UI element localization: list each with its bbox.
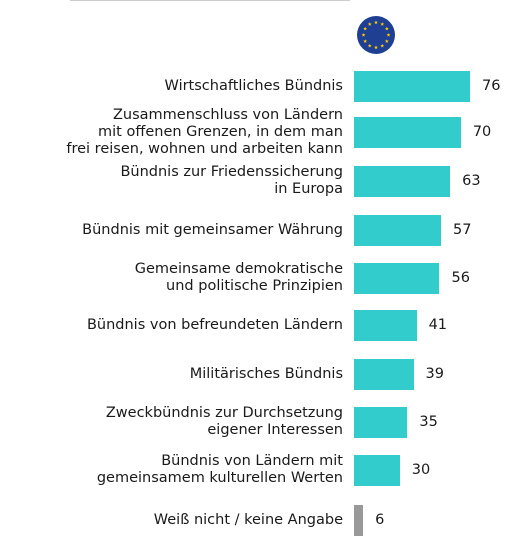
bar <box>354 116 461 148</box>
eu-star <box>361 33 366 37</box>
value-label: 76 <box>482 77 501 94</box>
category-label-line: Bündnis mit gemeinsamer Währung <box>82 221 343 238</box>
value-label: 35 <box>419 413 438 430</box>
bar <box>354 309 417 341</box>
category-label-line: Zusammenschluss von Ländern <box>112 106 343 123</box>
category-label-line: mit offenen Grenzen, in dem man <box>98 123 343 140</box>
value-label: 57 <box>453 221 472 238</box>
eu-flag-disc <box>357 16 395 54</box>
bar <box>354 262 440 294</box>
category-label-line: Bündnis von Ländern mit <box>161 453 343 469</box>
bar <box>354 70 470 102</box>
category-label: Weiß nicht / keine Angabe <box>154 512 343 529</box>
category-label: Militärisches Bündnis <box>190 366 343 383</box>
top-rule <box>70 0 350 1</box>
bar <box>354 358 414 390</box>
eu-flag-stars <box>361 20 391 50</box>
value-label: 63 <box>462 172 481 189</box>
category-label-line: Bündnis von befreundeten Ländern <box>86 316 343 333</box>
eu-star <box>380 22 385 26</box>
value-label: 56 <box>451 269 470 286</box>
bar <box>354 165 451 197</box>
value-label: 6 <box>375 511 385 528</box>
category-label: Bündnis von Ländern mit gemeinsamem kultu… <box>97 453 343 487</box>
eu-star <box>363 26 368 31</box>
value-label: 70 <box>472 123 492 140</box>
category-label-line: eigener Interessen <box>207 422 343 438</box>
category-label-line: Weiß nicht / keine Angabe <box>153 511 343 528</box>
bar <box>354 214 441 246</box>
value-label: 30 <box>411 461 431 478</box>
category-label-line: gemeinsamem kulturellen Werten <box>96 470 343 486</box>
eu-star <box>367 43 372 48</box>
eu-star <box>363 39 368 43</box>
category-label: Bündnis zur Friedenssicherung in Europa <box>120 164 343 198</box>
category-label-line: Bündnis zur Friedenssicherung <box>120 164 343 180</box>
category-label-line: und politische Prinzipien <box>166 278 343 294</box>
eu-star <box>367 22 372 26</box>
bar <box>354 406 408 438</box>
category-label: Wirtschaftliches Bündnis <box>165 78 343 95</box>
category-label-line: Gemeinsame demokratische <box>134 261 343 277</box>
eu-flag-icon <box>357 16 395 54</box>
category-label-line: Wirtschaftliches Bündnis <box>164 77 343 94</box>
category-label-line: frei reisen, wohnen und arbeiten kann <box>66 140 343 157</box>
category-label: Bündnis von befreundeten Ländern <box>87 317 343 334</box>
value-label: 41 <box>428 316 448 333</box>
eu-star <box>384 39 389 43</box>
bar <box>354 504 364 536</box>
eu-star <box>374 20 378 25</box>
category-label: Zusammenschluss von Ländern mit offenen G… <box>66 107 343 158</box>
category-label-line: Militärisches Bündnis <box>189 365 343 382</box>
eu-star <box>384 26 389 31</box>
eu-star <box>386 33 391 37</box>
value-label: 39 <box>425 365 444 382</box>
category-label-line: in Europa <box>274 181 343 197</box>
bar <box>354 454 400 486</box>
eu-star <box>374 45 378 50</box>
category-label: Zweckbündnis zur Durchsetzung eigener Int… <box>106 405 343 439</box>
category-label: Gemeinsame demokratische und politische P… <box>135 261 343 295</box>
category-label: Bündnis mit gemeinsamer Währung <box>82 222 343 239</box>
category-label-line: Zweckbündnis zur Durchsetzung <box>105 405 343 421</box>
eu-star <box>380 43 385 48</box>
